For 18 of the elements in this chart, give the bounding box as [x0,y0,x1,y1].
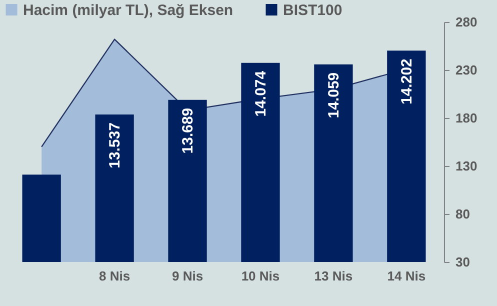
y2-tick-label: 280 [456,14,478,30]
data-label: 14.074 [252,70,270,117]
x-tick-label: 13 Nis [314,268,353,284]
x-tick-label: 8 Nis [99,268,130,284]
data-label: 13.537 [106,122,124,168]
legend-label: BIST100 [283,2,342,19]
x-tick-label: 9 Nis [172,268,204,284]
y2-tick-label: 180 [456,110,478,126]
data-label: 13.689 [180,108,197,154]
x-tick-label: 10 Nis [241,268,280,284]
y2-tick-label: 130 [456,158,478,174]
y2-tick-label: 80 [456,206,470,222]
data-label: 14.059 [325,72,342,118]
data-label: 14.202 [398,58,416,104]
legend-label: Hacim (milyar TL), Sağ Eksen [23,2,234,19]
x-tick-label: 14 Nis [387,268,426,284]
y2-tick-label: 230 [456,62,478,78]
y2-tick-label: 30 [456,254,470,270]
